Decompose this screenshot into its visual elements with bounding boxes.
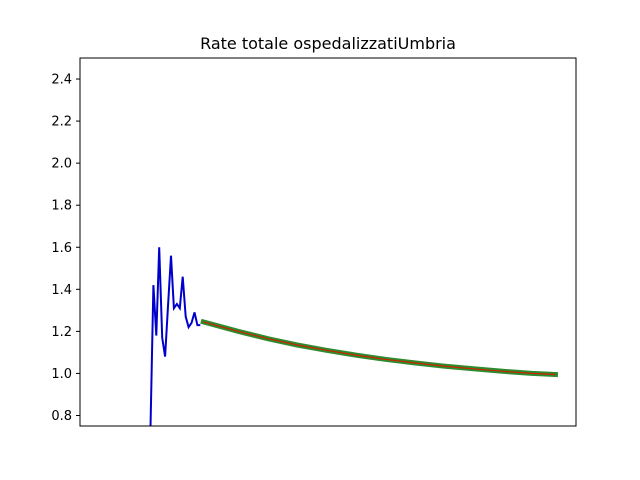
forecast-series-line [203,321,556,376]
y-tick-label: 1.0 [51,367,72,382]
forecast-series-band [200,318,559,378]
y-tick-label: 2.0 [51,157,72,172]
y-tick-label: 2.2 [51,115,72,130]
y-tick-label: 1.6 [51,241,72,256]
plot-frame [79,57,577,427]
y-tick-label: 0.8 [51,409,72,424]
series-layer [149,247,559,426]
y-tick-label: 1.4 [51,283,72,298]
y-tick-label: 2.4 [51,73,72,88]
chart-title: Rate totale ospedalizzatiUmbria [200,34,456,53]
y-tick-label: 1.2 [51,325,72,340]
y-tick-label: 1.8 [51,199,72,214]
y-axis: 0.8 1.0 1.2 1.4 1.6 1.8 2.0 2.2 2.4 [51,73,80,424]
observed-series-line [149,247,201,426]
